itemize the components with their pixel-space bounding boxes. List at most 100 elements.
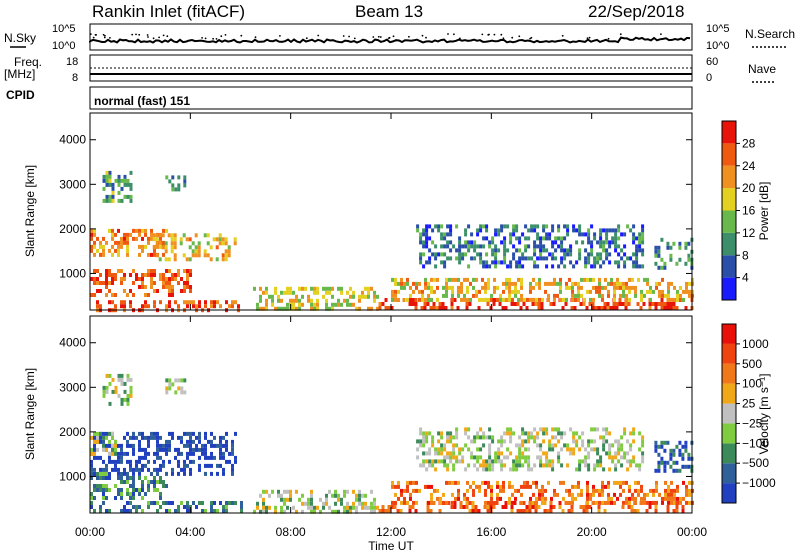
velocity-cell [409, 492, 412, 497]
power-cell [102, 252, 105, 257]
power-cell [472, 277, 475, 282]
power-cell [571, 289, 574, 294]
power-cell [274, 306, 277, 311]
noise-search-dot [353, 37, 356, 40]
power-cell [611, 228, 615, 233]
velocity-cell [641, 435, 645, 440]
velocity-cell [165, 390, 169, 395]
power-cell [502, 281, 505, 286]
power-cell [590, 224, 594, 229]
velocity-cell [613, 500, 616, 505]
power-cell [610, 277, 613, 282]
velocity-cell [132, 480, 135, 484]
velocity-cell [391, 480, 394, 485]
power-cell [501, 306, 505, 310]
power-cell [298, 286, 301, 291]
power-cell [602, 244, 606, 249]
power-cell [262, 306, 265, 311]
power-cell [581, 240, 585, 245]
power-cell [419, 252, 423, 257]
power-cell [599, 244, 603, 249]
velocity-cell [638, 447, 642, 452]
velocity-cell [616, 496, 619, 501]
power-cell [111, 252, 114, 257]
velocity-cell [571, 500, 574, 505]
velocity-cell [132, 443, 135, 448]
power-cell [565, 281, 568, 286]
velocity-cell [526, 480, 529, 485]
power-cell [331, 306, 334, 311]
power-cell [111, 273, 114, 277]
power-cell [256, 306, 259, 311]
velocity-cell [394, 484, 397, 489]
power-cell [590, 264, 594, 269]
power-cell [632, 236, 636, 241]
power-cell [512, 232, 516, 237]
velocity-cell [610, 500, 613, 505]
power-cell [530, 256, 534, 261]
velocity-cell [504, 505, 508, 509]
power-cell [425, 236, 429, 241]
power-cell [138, 244, 141, 249]
velocity-cell [165, 484, 168, 488]
power-cell [414, 298, 418, 302]
power-cell [206, 241, 210, 246]
power-cell [539, 244, 543, 249]
power-cell [132, 281, 135, 285]
power-cell [489, 298, 493, 302]
velocity-cell [225, 459, 228, 464]
power-cell [322, 286, 325, 291]
velocity-cell [593, 447, 597, 452]
velocity-cell [682, 480, 685, 485]
power-cell [649, 285, 652, 290]
power-cell [619, 285, 622, 290]
velocity-cell [153, 435, 156, 440]
velocity-cell [520, 500, 523, 505]
velocity-cell [675, 460, 679, 465]
power-cell [660, 306, 664, 310]
power-cell [93, 269, 96, 273]
velocity-cell [619, 480, 622, 485]
velocity-cell [144, 455, 147, 460]
power-cell [183, 269, 186, 273]
velocity-cell [430, 492, 433, 497]
velocity-cell [397, 480, 400, 485]
power-cell [307, 298, 310, 303]
velocity-cell [150, 435, 153, 440]
power-cell [684, 241, 688, 246]
power-cell [509, 264, 513, 269]
velocity-cell [611, 459, 615, 464]
velocity-cell [455, 455, 459, 460]
power-colorbar-tick-label: 20 [742, 181, 756, 195]
power-cell [373, 290, 376, 295]
velocity-cell [195, 443, 198, 448]
power-cell [425, 224, 429, 229]
velocity-cell [99, 439, 102, 444]
power-cell [619, 293, 622, 298]
power-colorbar-tick-label: 24 [742, 159, 756, 173]
power-cell [464, 228, 468, 233]
velocity-cell [183, 431, 186, 436]
velocity-cell [459, 505, 463, 509]
power-cell [463, 277, 466, 282]
velocity-cell [153, 459, 156, 464]
power-cell [152, 233, 156, 238]
velocity-cell [516, 509, 520, 513]
power-cell [114, 178, 118, 183]
velocity-cell [428, 447, 432, 452]
power-cell [532, 297, 535, 302]
power-cell [503, 252, 507, 257]
power-cell [455, 248, 459, 253]
power-cell [180, 289, 183, 293]
noise-search-dot [92, 36, 95, 39]
velocity-cell [222, 467, 225, 472]
power-cell [654, 249, 658, 254]
velocity-cell [174, 390, 178, 395]
power-cell [117, 248, 120, 253]
power-cell [598, 277, 601, 282]
velocity-cell [666, 509, 670, 513]
velocity-cell [560, 463, 564, 468]
velocity-cell [304, 501, 307, 506]
power-cell [367, 294, 370, 299]
